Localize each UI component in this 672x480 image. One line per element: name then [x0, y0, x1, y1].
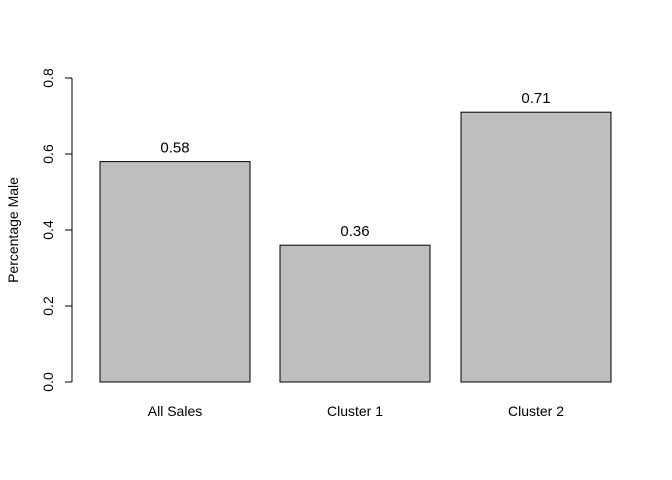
y-axis-title: Percentage Male: [5, 177, 21, 283]
x-category-label: All Sales: [148, 403, 202, 419]
y-tick-label: 0.6: [40, 144, 56, 164]
x-category-label: Cluster 2: [508, 403, 564, 419]
y-axis: 0.0 0.2 0.4 0.6 0.8: [40, 68, 73, 392]
bar-value-label: 0.36: [340, 223, 369, 240]
data-labels: 0.58 0.36 0.71: [160, 90, 550, 240]
bar: [460, 111, 612, 383]
x-axis-labels: All Sales Cluster 1 Cluster 2: [148, 403, 564, 419]
y-tick-label: 0.4: [40, 220, 56, 240]
bar-value-label: 0.58: [160, 140, 189, 157]
y-tick-label: 0.0: [40, 372, 56, 392]
bars: [99, 111, 612, 383]
x-category-label: Cluster 1: [327, 403, 383, 419]
y-tick-label: 0.8: [40, 68, 56, 88]
bar: [99, 161, 251, 383]
bar: [279, 244, 431, 383]
bar-value-label: 0.71: [521, 90, 550, 107]
y-tick-label: 0.2: [40, 296, 56, 316]
